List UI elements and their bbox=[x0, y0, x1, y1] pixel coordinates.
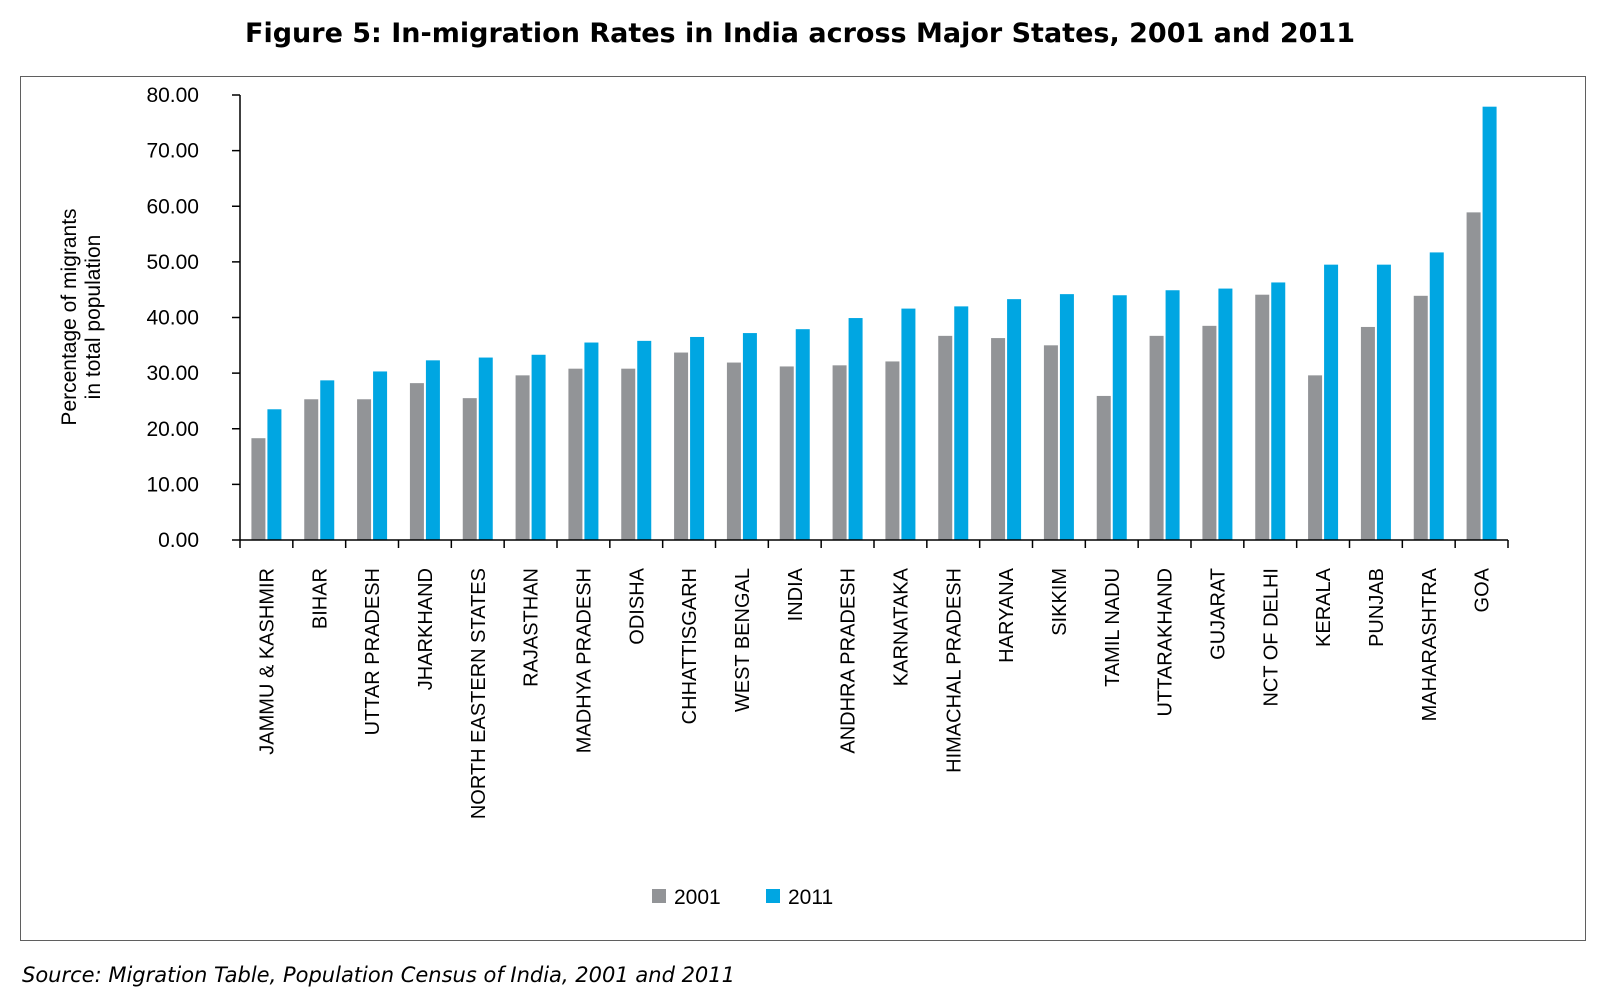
x-category-label: HARYANA bbox=[996, 567, 1018, 663]
bar-2001 bbox=[1202, 325, 1217, 540]
bar-2011 bbox=[1059, 294, 1074, 540]
bar-2001 bbox=[251, 438, 266, 540]
source-note: Source: Migration Table, Population Cens… bbox=[22, 963, 736, 987]
bar-2011 bbox=[901, 308, 916, 540]
y-tick-label: 20.00 bbox=[146, 418, 199, 441]
bar-2011 bbox=[320, 380, 335, 540]
bar-2011 bbox=[1271, 282, 1286, 540]
bar-2011 bbox=[1007, 299, 1022, 540]
bar-2001 bbox=[779, 366, 794, 540]
y-tick-label: 60.00 bbox=[146, 195, 199, 218]
x-category-label: ODISHA bbox=[626, 567, 648, 644]
x-category-label: RAJASTHAN bbox=[521, 568, 543, 687]
x-category-label: MAHARASHTRA bbox=[1419, 567, 1441, 721]
bar-2011 bbox=[267, 409, 282, 540]
legend-swatch-2011 bbox=[766, 889, 780, 903]
bar-2001 bbox=[304, 399, 319, 540]
figure-title: Figure 5: In-migration Rates in India ac… bbox=[245, 18, 1355, 49]
x-category-label: MADHYA PRADESH bbox=[573, 568, 595, 753]
bar-2001 bbox=[1255, 294, 1270, 540]
y-axis-label-line: Percentage of migrants bbox=[58, 208, 81, 425]
bar-2011 bbox=[1324, 264, 1339, 540]
bar-2001 bbox=[1149, 335, 1164, 540]
x-category-label: NORTH EASTERN STATES bbox=[468, 568, 490, 819]
bar-2001 bbox=[1308, 375, 1323, 540]
bar-2011 bbox=[848, 318, 863, 540]
y-tick-label: 70.00 bbox=[146, 140, 199, 163]
x-category-label: BIHAR bbox=[309, 568, 331, 629]
x-category-label: SIKKIM bbox=[1049, 568, 1071, 636]
bar-2001 bbox=[1413, 295, 1428, 540]
y-tick-label: 0.00 bbox=[158, 529, 199, 552]
y-axis-label-line: in total population bbox=[82, 235, 105, 400]
bar-2011 bbox=[1482, 106, 1497, 541]
legend-label-2001: 2001 bbox=[674, 886, 721, 909]
bar-2001 bbox=[357, 399, 372, 540]
y-tick-label: 10.00 bbox=[146, 473, 199, 496]
x-category-label: KERALA bbox=[1313, 567, 1335, 647]
bar-2001 bbox=[515, 375, 530, 540]
bar-2001 bbox=[885, 361, 900, 540]
bar-2011 bbox=[478, 357, 493, 540]
bar-2001 bbox=[621, 368, 636, 540]
x-category-label: GUJARAT bbox=[1207, 568, 1229, 660]
bar-2001 bbox=[832, 365, 847, 540]
bar-2011 bbox=[795, 329, 810, 540]
x-category-label: CHHATTISGARH bbox=[679, 568, 701, 724]
y-tick-label: 80.00 bbox=[146, 84, 199, 107]
bar-2011 bbox=[425, 360, 440, 540]
bar-2001 bbox=[568, 368, 583, 540]
bar-2001 bbox=[1466, 212, 1481, 540]
bar-2011 bbox=[690, 336, 705, 540]
chart-frame bbox=[20, 76, 1586, 941]
legend-swatch-2001 bbox=[652, 889, 666, 903]
bar-2011 bbox=[954, 306, 969, 540]
bar-2011 bbox=[531, 354, 546, 540]
x-category-label: JHARKHAND bbox=[415, 568, 437, 690]
bar-2001 bbox=[462, 398, 477, 540]
bar-2001 bbox=[938, 335, 953, 540]
bar-2011 bbox=[1429, 252, 1444, 540]
bar-2001 bbox=[1096, 395, 1111, 540]
bar-2001 bbox=[409, 383, 424, 540]
bar-2001 bbox=[726, 362, 741, 540]
x-category-label: JAMMU & KASHMIR bbox=[256, 568, 278, 755]
bar-2011 bbox=[637, 340, 652, 540]
bar-2011 bbox=[373, 371, 388, 540]
y-tick-label: 50.00 bbox=[146, 251, 199, 274]
x-category-label: ANDHRA PRADESH bbox=[838, 568, 860, 754]
bar-2011 bbox=[1376, 264, 1391, 540]
y-axis-label: Percentage of migrantsin total populatio… bbox=[58, 208, 105, 425]
bar-2001 bbox=[991, 338, 1006, 540]
x-category-label: NCT OF DELHI bbox=[1260, 568, 1282, 707]
bar-2001 bbox=[1360, 326, 1375, 540]
x-category-label: WEST BENGAL bbox=[732, 568, 754, 712]
bar-2011 bbox=[584, 342, 599, 540]
x-category-label: UTTARAKHAND bbox=[1155, 568, 1177, 717]
x-category-label: INDIA bbox=[785, 567, 807, 621]
x-category-label: PUNJAB bbox=[1366, 568, 1388, 647]
x-category-label: HIMACHAL PRADESH bbox=[943, 568, 965, 773]
legend-label-2011: 2011 bbox=[788, 886, 833, 909]
bar-2001 bbox=[674, 352, 689, 540]
x-category-label: UTTAR PRADESH bbox=[362, 568, 384, 735]
y-tick-label: 40.00 bbox=[146, 307, 199, 330]
bar-2011 bbox=[1112, 295, 1127, 540]
bar-2011 bbox=[1218, 288, 1233, 540]
bar-2011 bbox=[1165, 290, 1180, 540]
bar-2011 bbox=[742, 333, 757, 540]
bar-2001 bbox=[1043, 345, 1058, 540]
y-tick-label: 30.00 bbox=[146, 362, 199, 385]
x-category-label: KARNATAKA bbox=[890, 567, 912, 686]
x-category-label: GOA bbox=[1472, 567, 1494, 612]
x-category-label: TAMIL NADU bbox=[1102, 568, 1124, 687]
